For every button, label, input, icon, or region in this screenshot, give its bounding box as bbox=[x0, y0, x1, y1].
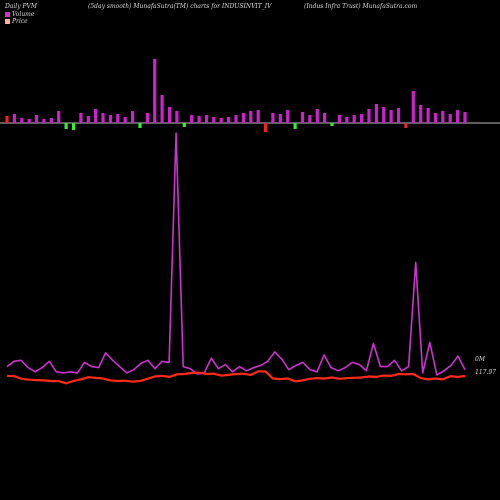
volume-bar bbox=[360, 114, 364, 123]
volume-bar bbox=[123, 117, 127, 123]
volume-bar bbox=[300, 112, 305, 123]
volume-bar bbox=[12, 114, 16, 123]
volume-bar bbox=[433, 113, 438, 123]
volume-bar bbox=[234, 115, 238, 123]
volume-bar bbox=[337, 115, 341, 123]
volume-bar bbox=[71, 123, 76, 130]
legend-volume-swatch bbox=[5, 12, 10, 17]
volume-bar bbox=[227, 117, 231, 123]
volume-bar bbox=[94, 109, 98, 123]
volume-bar bbox=[49, 118, 53, 123]
volume-bar bbox=[42, 119, 46, 123]
volume-bar bbox=[367, 109, 371, 123]
volume-bar bbox=[426, 108, 430, 123]
volume-bar bbox=[160, 95, 164, 123]
legend-price-label: Price bbox=[12, 18, 28, 25]
volume-bar bbox=[352, 115, 356, 123]
volume-bar bbox=[293, 123, 297, 129]
volume-bar bbox=[167, 107, 172, 123]
volume-bar bbox=[57, 111, 61, 123]
volume-bar bbox=[374, 104, 378, 123]
volume-bar bbox=[145, 113, 149, 123]
volume-bar bbox=[108, 115, 112, 123]
volume-bar bbox=[101, 113, 105, 123]
volume-bar bbox=[175, 111, 179, 123]
legend-volume-label: Volume bbox=[12, 11, 35, 18]
price-value-label: 117.97 bbox=[475, 369, 496, 376]
volume-bar bbox=[5, 116, 9, 123]
volume-bar bbox=[441, 111, 445, 123]
volume-bar bbox=[182, 123, 186, 127]
volume-bar bbox=[263, 123, 268, 132]
volume-bar bbox=[249, 111, 253, 123]
volume-bar bbox=[204, 115, 209, 123]
volume-bar bbox=[116, 114, 120, 123]
legend-price: Price bbox=[5, 18, 28, 25]
volume-bar bbox=[256, 110, 260, 123]
volume-bar bbox=[131, 111, 135, 123]
chart-caption-right: (Indus Infra Trust) MunafaSutra.com bbox=[304, 3, 418, 10]
volume-line bbox=[6, 132, 466, 376]
volume-bar bbox=[34, 115, 39, 123]
volume-bar bbox=[278, 114, 282, 123]
volume-bar bbox=[219, 118, 223, 123]
volume-bar bbox=[315, 109, 319, 123]
legend-volume: Volume bbox=[5, 11, 34, 18]
volume-bar bbox=[286, 110, 290, 123]
volume-bar bbox=[323, 113, 327, 123]
volume-bar bbox=[64, 123, 68, 129]
volume-bar bbox=[308, 115, 312, 123]
price-line bbox=[6, 370, 466, 385]
volume-bar bbox=[448, 114, 452, 123]
volume-bar bbox=[456, 110, 460, 123]
volume-bar bbox=[345, 117, 349, 123]
volume-bars bbox=[5, 59, 467, 132]
chart-caption-mid: (5day smooth) MunafaSutra(TM) charts for… bbox=[88, 3, 272, 10]
volume-bar bbox=[241, 113, 245, 123]
volume-value-label: 0M bbox=[475, 356, 485, 363]
volume-bar bbox=[190, 115, 194, 123]
volume-bar bbox=[27, 119, 31, 123]
volume-bar bbox=[382, 107, 386, 123]
volume-bar bbox=[138, 123, 142, 128]
volume-bar bbox=[212, 117, 216, 123]
chart-caption-left: Daily PVM bbox=[5, 3, 38, 10]
volume-bar bbox=[197, 116, 201, 123]
volume-bar bbox=[271, 113, 275, 123]
volume-bar bbox=[396, 108, 401, 123]
volume-bar bbox=[330, 123, 334, 126]
volume-bar bbox=[463, 112, 467, 123]
volume-bar bbox=[153, 59, 157, 123]
volume-bar bbox=[86, 116, 90, 123]
volume-bar bbox=[411, 91, 415, 123]
volume-bar bbox=[79, 113, 83, 123]
volume-bar bbox=[419, 105, 423, 123]
legend-price-swatch bbox=[5, 19, 10, 24]
volume-bar bbox=[20, 118, 24, 123]
volume-bar bbox=[389, 110, 393, 123]
volume-bar bbox=[404, 123, 408, 128]
